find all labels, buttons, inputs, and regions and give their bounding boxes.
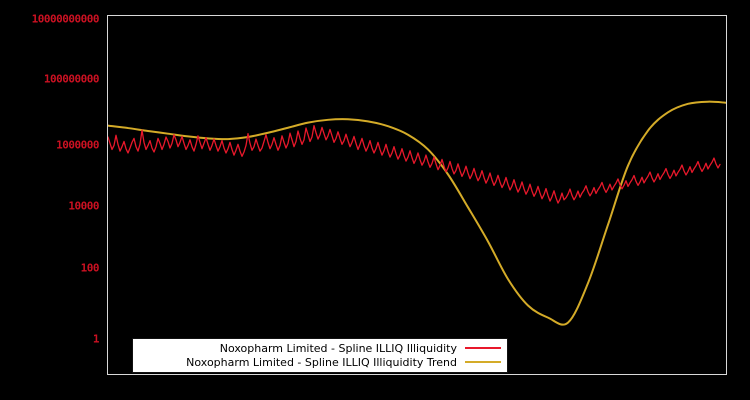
chart-legend: Noxopharm Limited - Spline ILLIQ Illiqui… bbox=[132, 338, 508, 373]
y-axis-tick-3: 10000 bbox=[68, 199, 99, 213]
plot-area bbox=[107, 15, 727, 375]
legend-swatch-illiquidity bbox=[465, 347, 501, 349]
y-axis-tick-labels: 10000000000 100000000 1000000 10000 100 … bbox=[0, 0, 103, 400]
y-axis-tick-1: 100000000 bbox=[43, 72, 100, 86]
series-line-illiquidity bbox=[108, 124, 721, 204]
y-axis-tick-5: 1 bbox=[92, 332, 100, 346]
legend-label-trend: Noxopharm Limited - Spline ILLIQ Illiqui… bbox=[186, 355, 457, 369]
legend-entry-trend: Noxopharm Limited - Spline ILLIQ Illiqui… bbox=[139, 355, 501, 369]
y-axis-tick-2: 1000000 bbox=[56, 138, 99, 152]
series-line-trend bbox=[108, 100, 726, 326]
legend-swatch-trend bbox=[465, 361, 501, 363]
legend-entry-illiquidity: Noxopharm Limited - Spline ILLIQ Illiqui… bbox=[139, 341, 501, 355]
y-axis-tick-4: 100 bbox=[80, 261, 100, 275]
legend-label-illiquidity: Noxopharm Limited - Spline ILLIQ Illiqui… bbox=[219, 341, 457, 355]
y-axis-tick-0: 10000000000 bbox=[31, 12, 100, 26]
plot-svg bbox=[108, 100, 726, 326]
